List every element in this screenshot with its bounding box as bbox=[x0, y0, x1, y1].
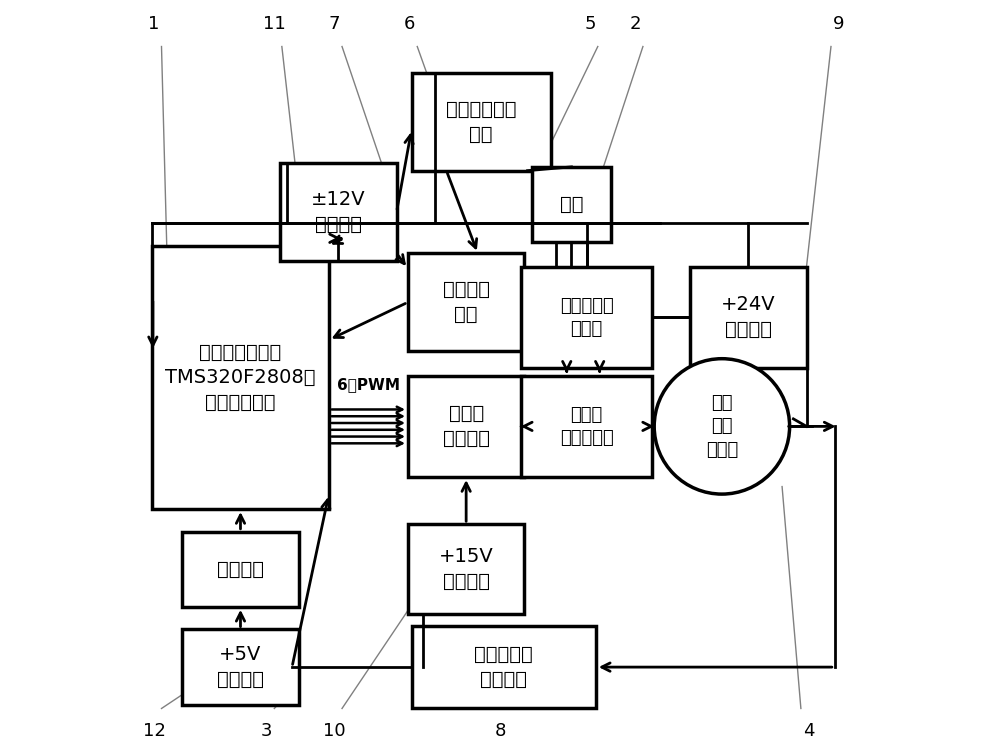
FancyBboxPatch shape bbox=[408, 524, 524, 615]
Text: 2: 2 bbox=[630, 15, 641, 33]
Text: 数字信号处理器
TMS320F2808为
核心的控制器: 数字信号处理器 TMS320F2808为 核心的控制器 bbox=[165, 343, 316, 412]
Text: 三相
感应
电动机: 三相 感应 电动机 bbox=[706, 394, 738, 459]
Text: 9: 9 bbox=[833, 15, 844, 33]
Text: 电网: 电网 bbox=[560, 195, 583, 214]
Text: +15V
开关电源: +15V 开关电源 bbox=[439, 547, 494, 591]
Circle shape bbox=[654, 359, 790, 494]
Text: 电平转换: 电平转换 bbox=[217, 559, 264, 579]
Text: ±12V
开关电源: ±12V 开关电源 bbox=[311, 190, 366, 234]
FancyBboxPatch shape bbox=[152, 246, 329, 509]
Text: 6路PWM: 6路PWM bbox=[337, 378, 400, 393]
Text: 8: 8 bbox=[494, 722, 506, 740]
Text: 6: 6 bbox=[404, 15, 415, 33]
Text: +24V
开关电源: +24V 开关电源 bbox=[721, 295, 776, 339]
Text: 电流检测
环节: 电流检测 环节 bbox=[443, 280, 490, 325]
Text: 12: 12 bbox=[143, 722, 165, 740]
Text: 编码器转速
检测环节: 编码器转速 检测环节 bbox=[474, 645, 533, 689]
FancyBboxPatch shape bbox=[690, 267, 807, 368]
Text: +5V
开关电源: +5V 开关电源 bbox=[217, 645, 264, 689]
Text: 三相桥
功率放大器: 三相桥 功率放大器 bbox=[560, 405, 613, 447]
Text: 10: 10 bbox=[323, 722, 346, 740]
Text: 4: 4 bbox=[803, 722, 814, 740]
Text: 5: 5 bbox=[585, 15, 596, 33]
Text: 11: 11 bbox=[263, 15, 286, 33]
Text: 3: 3 bbox=[261, 722, 273, 740]
FancyBboxPatch shape bbox=[182, 630, 299, 704]
FancyBboxPatch shape bbox=[521, 267, 652, 368]
FancyBboxPatch shape bbox=[521, 376, 652, 477]
Text: 1: 1 bbox=[148, 15, 160, 33]
FancyBboxPatch shape bbox=[412, 626, 596, 708]
FancyBboxPatch shape bbox=[408, 254, 524, 351]
FancyBboxPatch shape bbox=[182, 532, 299, 607]
Text: 功率因数检测
环节: 功率因数检测 环节 bbox=[446, 100, 516, 143]
FancyBboxPatch shape bbox=[408, 376, 524, 477]
FancyBboxPatch shape bbox=[412, 72, 551, 171]
Text: 三相二极管
整流桥: 三相二极管 整流桥 bbox=[560, 297, 613, 338]
Text: 三相桥
驱动电路: 三相桥 驱动电路 bbox=[443, 405, 490, 448]
FancyBboxPatch shape bbox=[532, 167, 611, 242]
FancyBboxPatch shape bbox=[280, 163, 397, 261]
Text: 7: 7 bbox=[329, 15, 340, 33]
